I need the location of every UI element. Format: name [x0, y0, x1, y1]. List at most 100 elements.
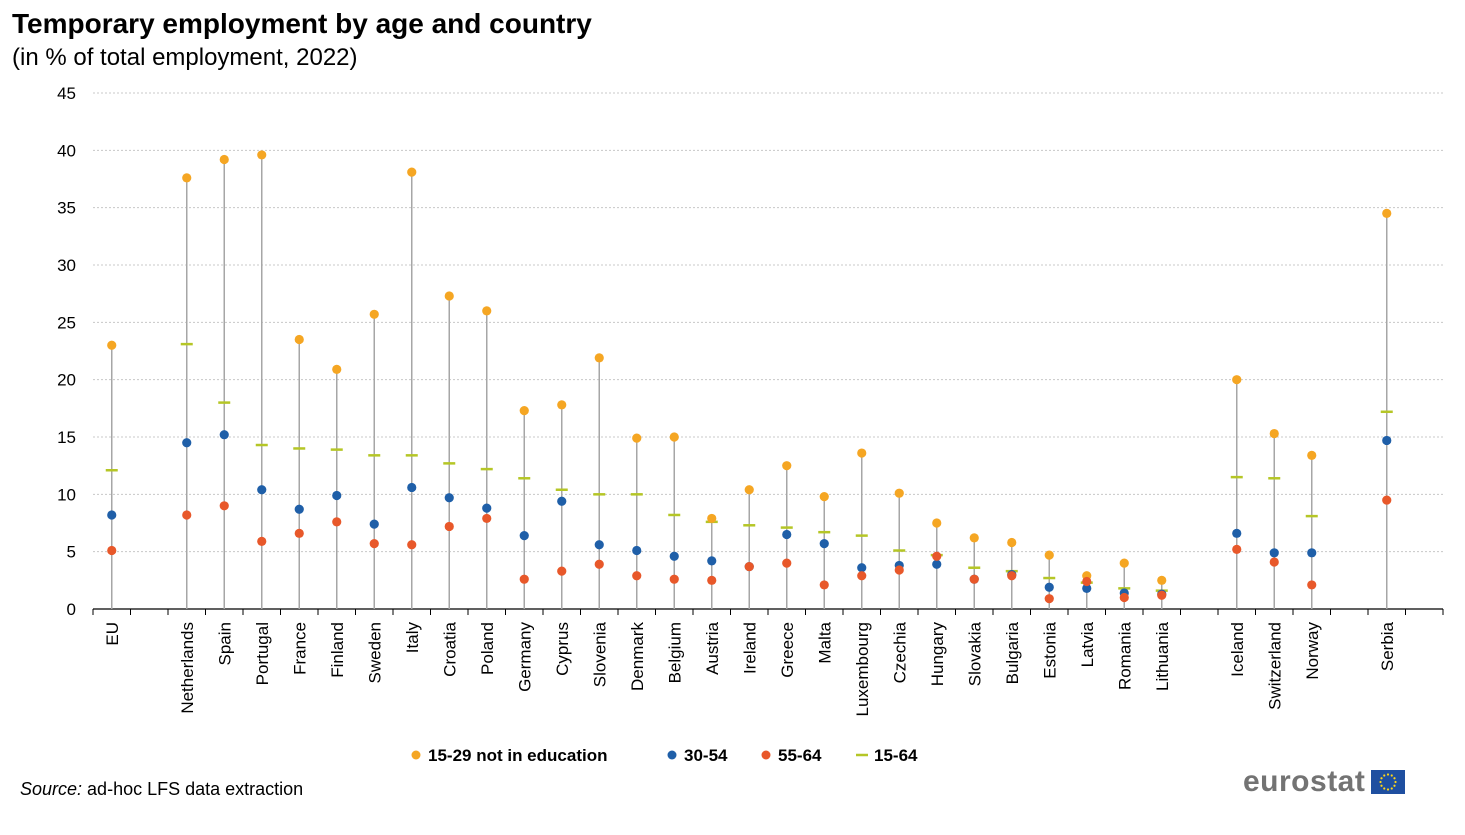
point-55-64-slovenia: [594, 559, 604, 569]
point-55-64-ireland: [744, 561, 754, 572]
point-30-54-latvia: [1082, 583, 1092, 593]
point-55-64-eu: [107, 545, 117, 556]
x-category-label: Netherlands: [178, 622, 197, 714]
point-15-29-not-in-education-norway: [1307, 450, 1317, 460]
eurostat-logo: eurostat: [1243, 765, 1406, 799]
legend-label: 30-54: [684, 746, 728, 765]
point-55-64-italy: [407, 540, 417, 550]
point-55-64-spain: [219, 501, 229, 511]
y-tick-label: 10: [57, 485, 76, 504]
x-category-label: Belgium: [665, 622, 684, 683]
x-category-label: Czechia: [890, 621, 909, 683]
point-30-54-france: [294, 504, 304, 514]
point-55-64-sweden: [369, 539, 379, 549]
point-55-64-iceland: [1232, 544, 1242, 554]
point-55-64-belgium: [669, 574, 679, 584]
point-30-54-luxembourg: [857, 563, 867, 573]
point-30-54-serbia: [1382, 435, 1392, 446]
point-30-54-switzerland: [1269, 548, 1279, 558]
point-15-29-not-in-education-austria: [707, 513, 717, 524]
point-15-29-not-in-education-portugal: [257, 150, 267, 160]
point-55-64-czechia: [894, 565, 904, 575]
point-55-64-norway: [1307, 580, 1317, 590]
y-tick-label: 35: [57, 199, 76, 218]
x-category-label: Germany: [515, 622, 534, 692]
data-marks: [105, 150, 1393, 604]
point-15-29-not-in-education-france: [294, 334, 304, 345]
point-55-64-latvia: [1082, 576, 1092, 587]
point-55-64-finland: [332, 517, 342, 527]
point-15-29-not-in-education-serbia: [1382, 208, 1392, 218]
y-tick-label: 20: [57, 371, 76, 390]
x-category-label: EU: [103, 622, 122, 646]
point-15-29-not-in-education-eu: [107, 340, 117, 350]
point-30-54-netherlands: [182, 438, 192, 448]
source-note: Source: ad-hoc LFS data extraction: [20, 779, 303, 800]
x-category-label: Iceland: [1228, 622, 1247, 677]
point-15-29-not-in-education-finland: [332, 364, 342, 374]
x-category-label: Italy: [403, 622, 422, 654]
x-category-label: Denmark: [628, 622, 647, 691]
point-55-64-poland: [482, 513, 492, 524]
x-category-label: Finland: [328, 622, 347, 678]
point-30-54-austria: [707, 556, 717, 566]
x-category-label: Romania: [1115, 621, 1134, 690]
point-15-29-not-in-education-iceland: [1232, 375, 1242, 385]
point-15-29-not-in-education-netherlands: [182, 173, 192, 183]
x-category-label: Greece: [778, 622, 797, 678]
source-text: ad-hoc LFS data extraction: [82, 779, 304, 799]
chart-subtitle: (in % of total employment, 2022): [12, 44, 358, 71]
legend-label: 15-29 not in education: [428, 746, 607, 765]
x-category-label: Ireland: [740, 622, 759, 674]
source-label: Source:: [20, 779, 83, 799]
point-15-29-not-in-education-slovakia: [969, 533, 979, 543]
point-55-64-portugal: [257, 536, 267, 546]
point-30-54-norway: [1307, 548, 1317, 558]
point-55-64-luxembourg: [857, 571, 867, 581]
point-15-29-not-in-education-czechia: [894, 488, 904, 498]
point-15-29-not-in-education-luxembourg: [857, 448, 867, 458]
point-30-54-estonia: [1044, 582, 1054, 592]
x-category-label: Hungary: [928, 622, 947, 687]
x-category-label: Portugal: [253, 622, 272, 685]
point-30-54-greece: [782, 529, 792, 540]
y-tick-label: 15: [57, 428, 76, 447]
point-55-64-switzerland: [1269, 557, 1279, 567]
legend-marker: [761, 750, 771, 760]
point-15-29-not-in-education-germany: [519, 406, 529, 416]
x-category-label: Switzerland: [1265, 622, 1284, 710]
y-tick-label: 40: [57, 141, 76, 160]
point-55-64-bulgaria: [1007, 571, 1017, 581]
point-30-54-finland: [332, 490, 342, 501]
point-15-29-not-in-education-sweden: [369, 309, 379, 319]
x-category-label: Serbia: [1378, 621, 1397, 671]
point-55-64-greece: [782, 558, 792, 568]
x-category-label: Austria: [703, 621, 722, 674]
point-15-29-not-in-education-romania: [1119, 558, 1129, 568]
y-tick-label: 0: [67, 600, 76, 619]
x-category-label: Latvia: [1078, 621, 1097, 667]
legend-marker: [411, 750, 421, 760]
point-15-29-not-in-education-italy: [407, 167, 417, 177]
x-category-label: Poland: [478, 622, 497, 675]
legend-label: 15-64: [874, 746, 918, 765]
legend-marker: [667, 750, 677, 760]
point-30-54-hungary: [932, 559, 942, 569]
point-55-64-romania: [1119, 592, 1129, 603]
x-category-label: Slovenia: [590, 621, 609, 687]
x-category-label: Sweden: [365, 622, 384, 683]
point-30-54-belgium: [669, 551, 679, 561]
point-30-54-portugal: [257, 485, 267, 495]
point-30-54-eu: [107, 510, 117, 520]
point-55-64-serbia: [1382, 495, 1392, 505]
y-tick-label: 45: [57, 84, 76, 103]
point-30-54-germany: [519, 531, 529, 541]
x-category-label: Estonia: [1040, 621, 1059, 678]
point-30-54-malta: [819, 539, 829, 549]
point-30-54-sweden: [369, 519, 379, 529]
y-tick-label: 30: [57, 256, 76, 275]
x-category-label: Bulgaria: [1003, 621, 1022, 684]
point-30-54-croatia: [444, 493, 454, 503]
point-15-29-not-in-education-belgium: [669, 432, 679, 442]
x-category-label: France: [290, 622, 309, 675]
